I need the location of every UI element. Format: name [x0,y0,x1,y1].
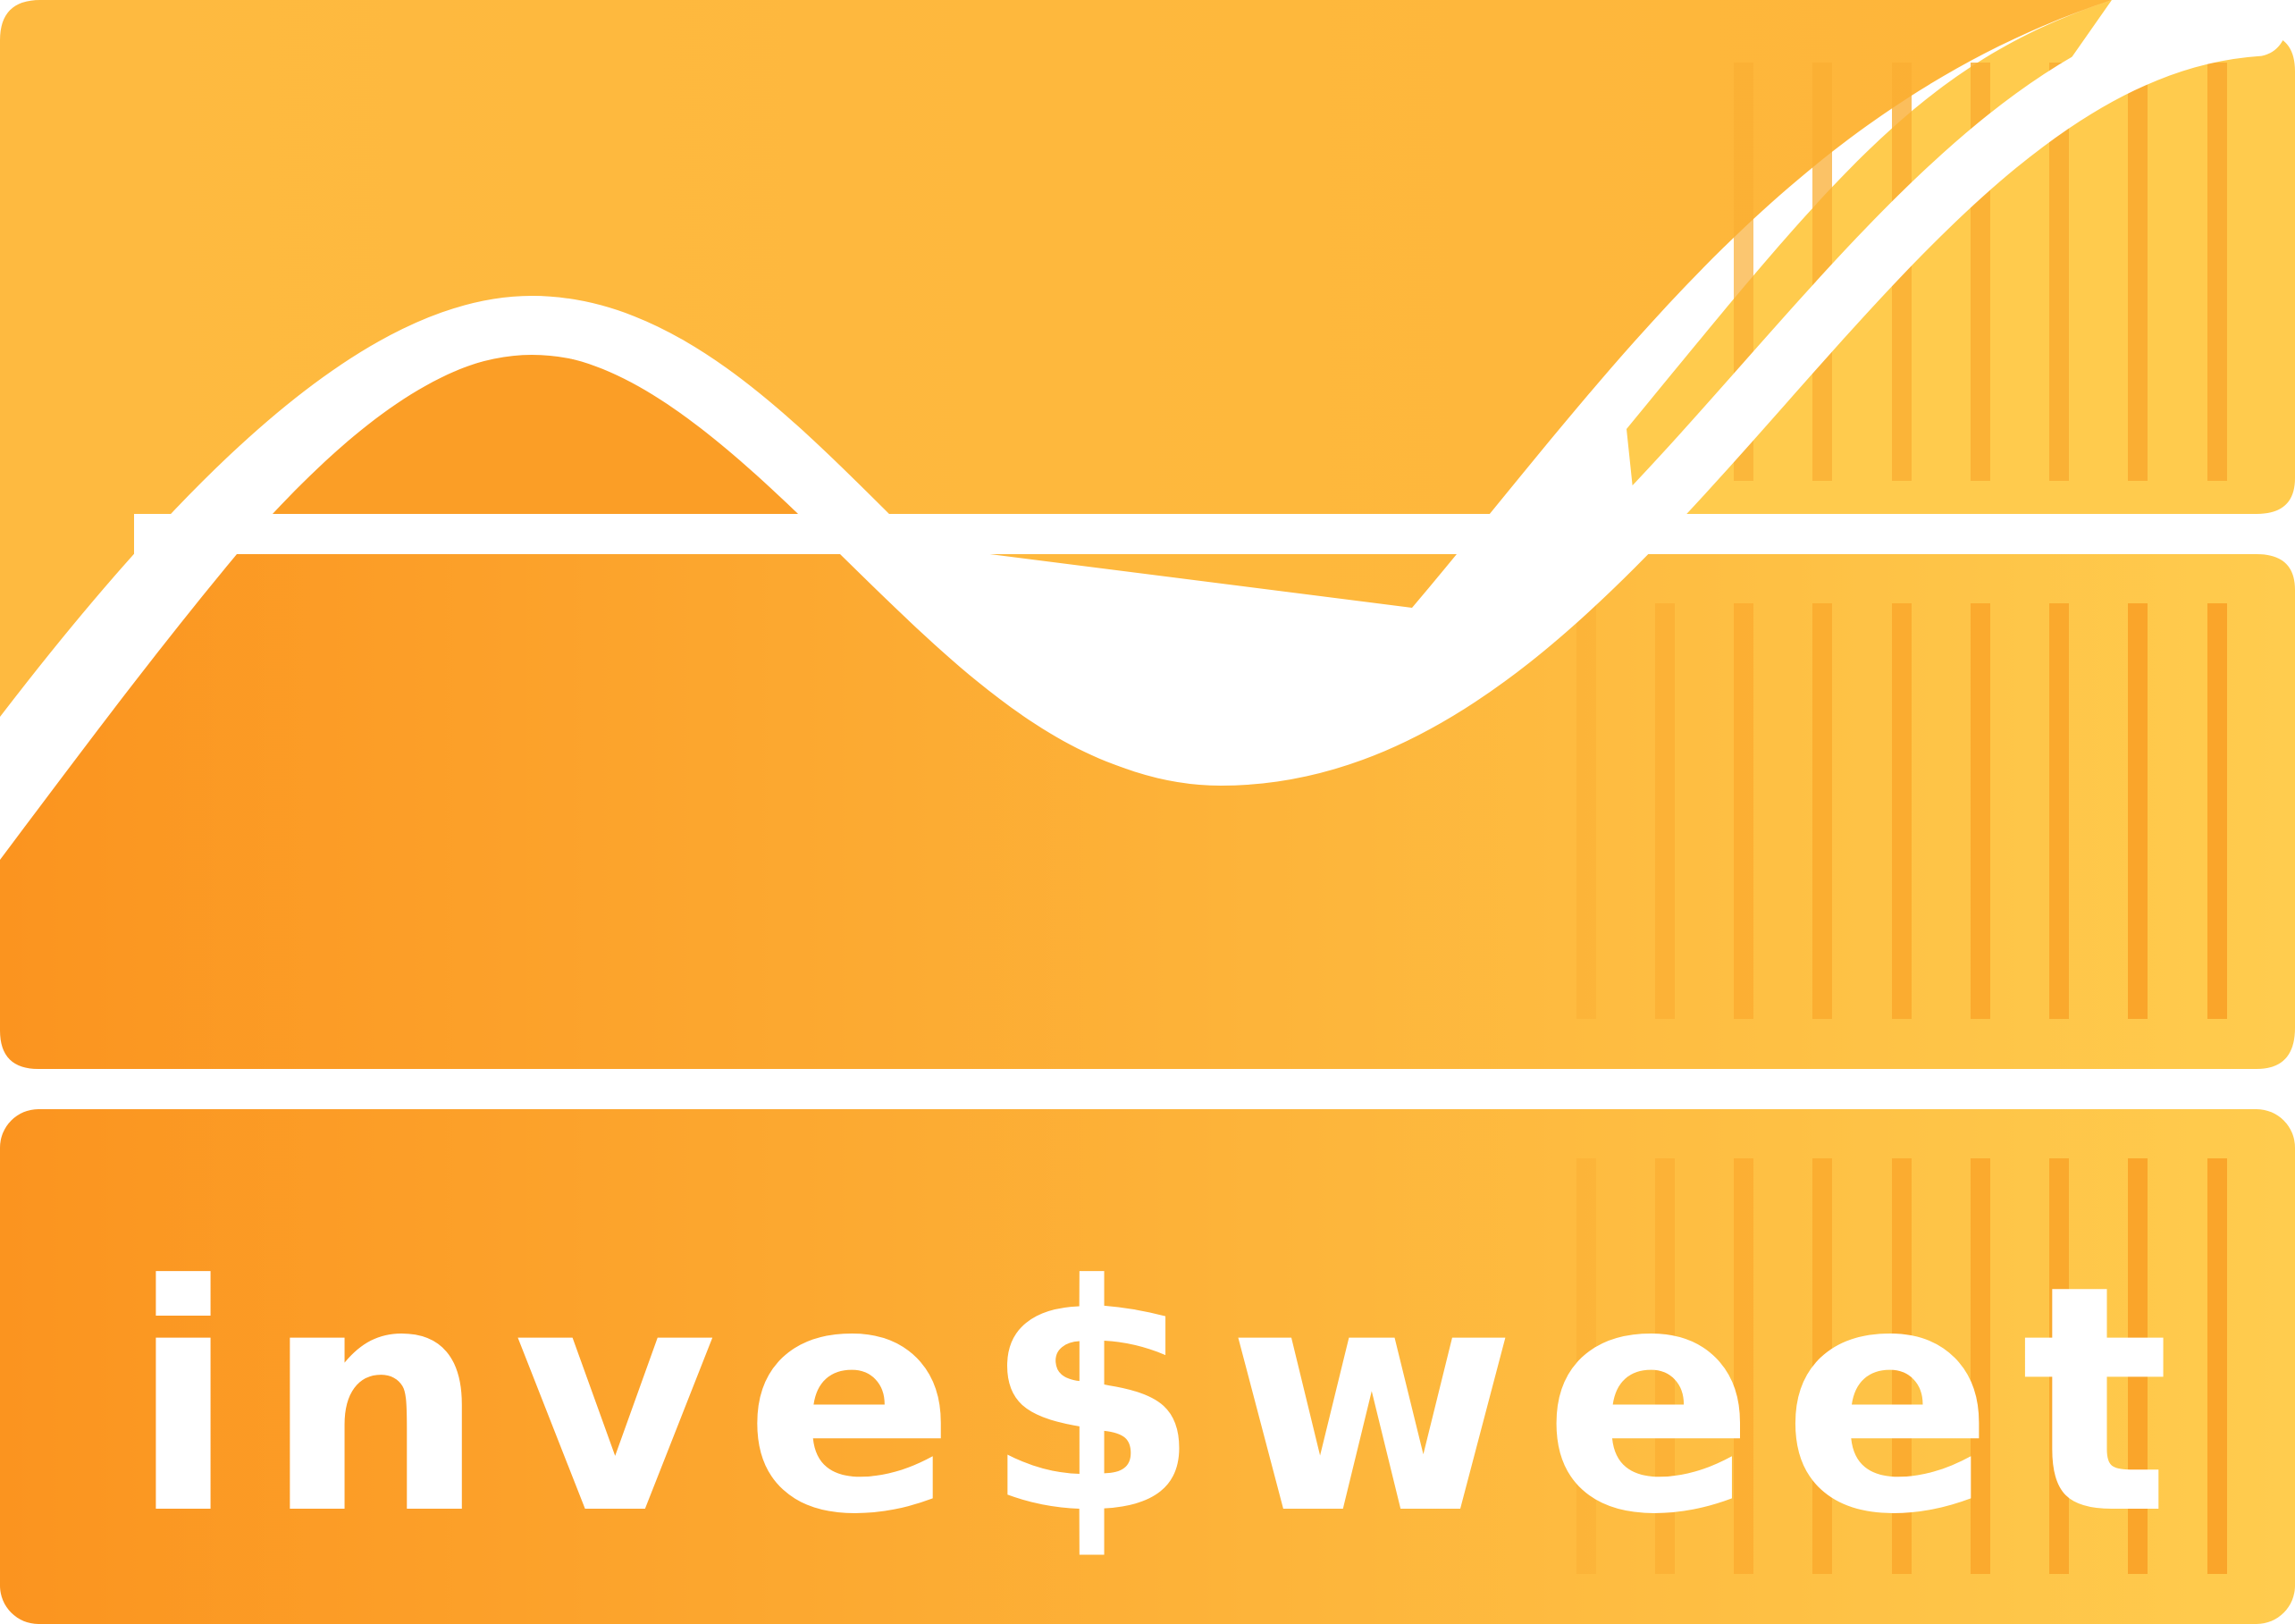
top-panel-left [0,0,2112,760]
middle-band [0,554,2295,1069]
separator-2 [0,1069,2295,1109]
wordmark: inve$weet [130,1218,2198,1583]
wave-hump [273,354,798,514]
bottom-band [0,1109,2295,1624]
wave-line [0,0,2286,806]
